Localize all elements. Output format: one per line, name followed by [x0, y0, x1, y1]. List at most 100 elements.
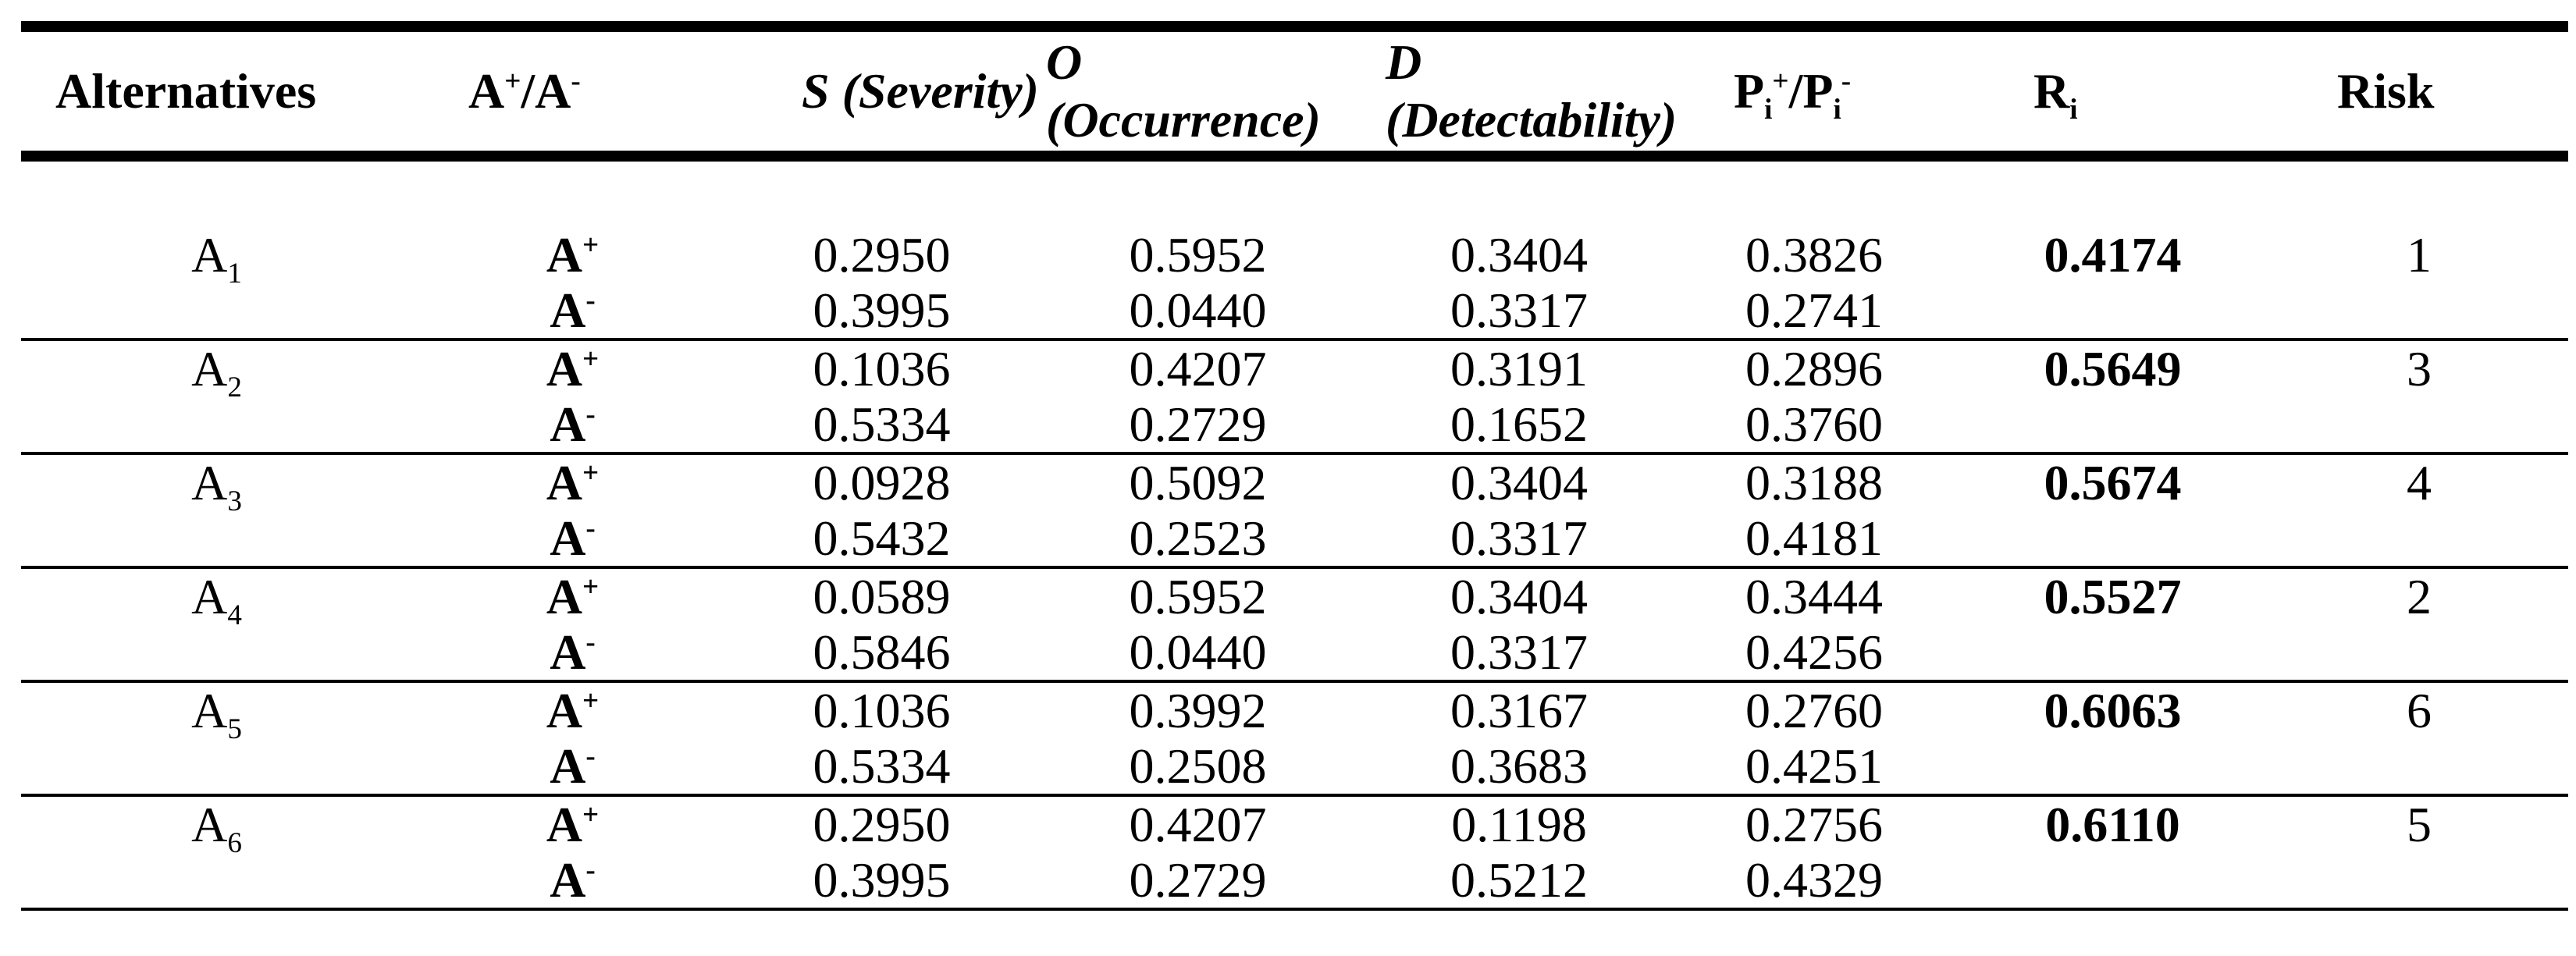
table-row-a3-plus: A3 A+ 0.0928 0.5092 0.3404 0.3188 0.5674 4 — [21, 452, 2568, 516]
cell-severity-plus: 0.0928 — [733, 452, 1030, 510]
cell-ri-empty — [1955, 624, 2270, 681]
cell-p-minus: 0.3760 — [1745, 396, 1883, 452]
cell-occurrence-minus: 0.0440 — [1129, 624, 1267, 680]
cell-alternative-a4: A4 — [21, 566, 412, 630]
table-row-a6-plus: A6 A+ 0.2950 0.4207 0.1198 0.2756 0.6110 5 — [21, 794, 2568, 858]
cell-ideal-plus-label: A+ — [412, 680, 733, 738]
cell-p-minus: 0.4251 — [1745, 738, 1883, 794]
cell-occurrence-minus: 0.2523 — [1129, 510, 1267, 566]
cell-ideal-minus-label: A- — [550, 738, 596, 794]
cell-detectability-plus: 0.3167 — [1365, 680, 1673, 738]
spacer-cell — [21, 156, 2568, 227]
table-row-a4-plus: A4 A+ 0.0589 0.5952 0.3404 0.3444 0.5527 2 — [21, 566, 2568, 630]
table-row-a5-plus: A5 A+ 0.1036 0.3992 0.3167 0.2760 0.6063 6 — [21, 680, 2568, 744]
cell-severity-plus: 0.0589 — [733, 566, 1030, 624]
cell-ri-empty — [1955, 510, 2270, 567]
cell-detectability-plus: 0.3404 — [1365, 566, 1673, 624]
cell-severity-minus: 0.3995 — [813, 852, 951, 908]
cell-alternative-a3: A3 — [21, 452, 412, 516]
table-row-a4-minus: A- 0.5846 0.0440 0.3317 0.4256 — [21, 624, 2568, 681]
cell-risk-rank-empty — [2270, 283, 2568, 339]
cell-ideal-minus-label: A- — [550, 852, 596, 908]
cell-occurrence-plus: 0.5092 — [1030, 452, 1365, 510]
cell-ideal-minus-label: A- — [550, 624, 596, 680]
cell-severity-minus: 0.5334 — [813, 396, 951, 452]
col-header-apm-label: A+/A- — [468, 63, 581, 119]
cell-p-plus: 0.2760 — [1673, 680, 1955, 738]
cell-alternative-a6: A6 — [21, 794, 412, 858]
cell-severity-plus: 0.2950 — [733, 794, 1030, 852]
table-row-a6-minus: A- 0.3995 0.2729 0.5212 0.4329 — [21, 852, 2568, 909]
cell-detectability-minus: 0.3317 — [1450, 510, 1588, 566]
cell-detectability-minus: 0.5212 — [1450, 852, 1588, 908]
table-body: A1 A+ 0.2950 0.5952 0.3404 0.3826 0.4174 1 A- 0.3… — [21, 156, 2568, 909]
table-row-a1-minus: A- 0.3995 0.0440 0.3317 0.2741 — [21, 283, 2568, 339]
col-header-ri: Ri — [1955, 27, 2270, 162]
cell-p-plus: 0.2756 — [1673, 794, 1955, 852]
cell-severity-minus: 0.5432 — [813, 510, 951, 566]
cell-detectability-plus: 0.3404 — [1450, 227, 1588, 283]
cell-alternative-empty — [21, 738, 412, 795]
cell-p-plus: 0.3444 — [1673, 566, 1955, 624]
cell-occurrence-minus: 0.0440 — [1129, 283, 1267, 338]
table-row-a2-minus: A- 0.5334 0.2729 0.1652 0.3760 — [21, 396, 2568, 453]
cell-alternative-empty — [21, 624, 412, 681]
cell-detectability-minus: 0.3317 — [1450, 283, 1588, 338]
table-row-a1-plus: A1 A+ 0.2950 0.5952 0.3404 0.3826 0.4174 1 — [21, 227, 2568, 290]
cell-ri-a2: 0.5649 — [1955, 338, 2270, 396]
cell-occurrence-minus: 0.2729 — [1129, 852, 1267, 908]
cell-risk-rank-empty — [2270, 624, 2568, 681]
cell-severity-minus: 0.3995 — [813, 283, 951, 338]
cell-detectability-minus: 0.1652 — [1450, 396, 1588, 452]
cell-ri-empty — [1955, 852, 2270, 909]
col-header-occurrence: O (Occurrence) — [1030, 27, 1365, 162]
cell-risk-rank-empty — [2270, 510, 2568, 567]
spacer-row — [21, 156, 2568, 227]
cell-risk-rank-a4: 2 — [2270, 566, 2568, 624]
cell-alternative-a5: A5 — [21, 680, 412, 744]
cell-risk-rank-a3: 4 — [2270, 452, 2568, 510]
cell-occurrence-plus: 0.4207 — [1030, 794, 1365, 852]
col-header-p: Pi+/Pi- — [1673, 27, 1955, 162]
cell-p-plus: 0.3826 — [1745, 227, 1883, 283]
cell-ideal-plus-label: A+ — [412, 452, 733, 510]
cell-ideal-plus-label: A+ — [546, 227, 600, 283]
cell-p-minus: 0.4329 — [1745, 852, 1883, 908]
col-header-severity-label: S (Severity) — [802, 63, 1039, 119]
col-header-apm: A+/A- — [412, 27, 733, 162]
cell-p-plus: 0.3188 — [1673, 452, 1955, 510]
cell-alternative-empty — [21, 510, 412, 567]
cell-severity-minus: 0.5846 — [813, 624, 951, 680]
cell-occurrence-plus: 0.5952 — [1030, 566, 1365, 624]
cell-risk-rank-a5: 6 — [2270, 680, 2568, 738]
cell-detectability-minus: 0.3683 — [1450, 738, 1588, 794]
cell-ri-a4: 0.5527 — [1955, 566, 2270, 624]
cell-ideal-minus-label: A- — [550, 510, 596, 566]
cell-p-minus: 0.4256 — [1745, 624, 1883, 680]
cell-occurrence-plus: 0.3992 — [1030, 680, 1365, 738]
cell-alternative-a1: A1 — [191, 227, 242, 290]
cell-risk-rank-empty — [2270, 396, 2568, 453]
col-header-detectability: D (Detectability) — [1365, 27, 1677, 162]
cell-ideal-minus-label: A- — [550, 396, 596, 452]
cell-risk-rank-a2: 3 — [2270, 338, 2568, 396]
cell-ri-empty — [1955, 283, 2270, 339]
cell-p-plus: 0.2896 — [1673, 338, 1955, 396]
cell-ri-a1: 0.4174 — [2044, 227, 2182, 283]
cell-severity-plus: 0.1036 — [733, 680, 1030, 738]
cell-severity-minus: 0.5334 — [813, 738, 951, 794]
cell-p-minus: 0.2741 — [1745, 283, 1883, 338]
col-header-ri-label: Ri — [2033, 63, 2078, 126]
cell-ideal-plus-label: A+ — [412, 794, 733, 852]
cell-alternative-a2: A2 — [21, 338, 412, 402]
cell-risk-rank-empty — [2270, 852, 2568, 909]
cell-ri-empty — [1955, 738, 2270, 795]
col-header-occurrence-label: O (Occurrence) — [1046, 34, 1321, 147]
cell-severity-plus: 0.1036 — [733, 338, 1030, 396]
table-header-row: Alternatives A+/A- S (Severity) O (Occurr… — [21, 27, 2568, 162]
table-row-a3-minus: A- 0.5432 0.2523 0.3317 0.4181 — [21, 510, 2568, 567]
cell-ri-empty — [1955, 396, 2270, 453]
cell-ideal-plus-label: A+ — [412, 338, 733, 396]
col-header-alternatives: Alternatives — [21, 27, 412, 162]
